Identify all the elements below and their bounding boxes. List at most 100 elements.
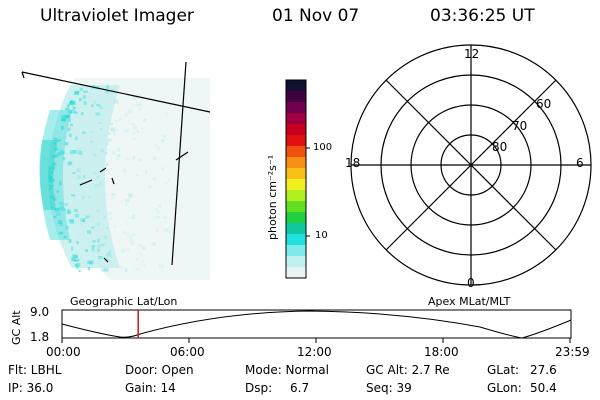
uv-speckle-dot [76,263,81,267]
uv-speckle-dot [99,243,104,247]
uv-speckle-dot [140,127,144,130]
uv-speckle-dot [101,268,107,272]
uv-speckle-dot [106,142,109,146]
geo-grid-lines [21,61,211,266]
uv-speckle-dot [138,158,142,161]
colorbar-swatch [286,91,306,103]
polar-label-6: 6 [576,156,584,170]
uv-speckle-dot [162,216,167,219]
uv-speckle-dot [96,175,99,179]
colorbar-swatch [286,212,306,224]
uv-speckle-dot [56,190,59,193]
uv-speckle-dot [97,187,100,191]
uv-speckle-dot [56,152,62,156]
uv-speckle-dot [82,95,87,99]
uv-speckle-dot [69,110,72,114]
uv-speckle-dot [87,230,92,234]
uv-speckle-dot [79,87,83,91]
uv-speckle-dot [126,222,130,225]
uv-speckle-dot [92,247,95,250]
uv-speckle-dot [77,148,82,152]
uv-speckle-dot [122,231,126,235]
uv-speckle-dot [98,122,102,124]
uv-speckle-dot [94,184,100,188]
uv-speckle-dot [152,156,157,161]
timeline-ticks [61,338,571,343]
colorbar-ticks [306,147,310,237]
info-gain: Gain: 14 [125,381,176,395]
uv-speckle-dot [53,137,57,141]
uv-speckle-dot [63,236,67,239]
uv-speckle-dot [87,267,90,271]
uv-speckle-dot [97,238,100,243]
uv-speckle-dot [123,168,127,173]
uv-speckle-dot [76,241,79,244]
timeline-xtick-2359: 23:59 [555,345,590,359]
uv-speckle-dot [114,99,119,104]
uv-speckle-dot [106,177,109,182]
colorbar-swatch [286,157,306,169]
uv-speckle-dot [48,174,51,178]
uv-speckle-dot [84,216,88,219]
uv-speckle-dot [148,186,152,189]
uv-speckle-dot [66,104,70,108]
uv-speckle-dot [156,146,161,151]
uv-speckle-dot [81,112,84,115]
uv-speckle-dot [76,266,79,270]
uv-speckle-dot [139,244,142,247]
uv-speckle-dot [97,248,100,252]
uv-speckle-dot [130,241,135,246]
polar-plot [350,44,592,286]
uv-speckle-dot [135,257,139,261]
timeline-xtick-1200: 12:00 [297,345,332,359]
timeline-xtick-0000: 00:00 [46,345,81,359]
uv-speckle-dot [74,208,78,212]
uv-speckle-dot [93,153,97,157]
uv-speckle-dot [64,142,69,146]
uv-speckle-dot [98,105,102,108]
uv-speckle-dot [110,127,116,132]
polar-ring-label-70: 70 [512,119,528,133]
uv-speckle-dot [124,268,128,272]
uv-speckle-dot [164,181,168,184]
uv-speckle-dot [92,240,96,243]
uv-speckle-dot [156,216,160,219]
uv-speckle-dot [72,254,77,258]
uv-speckle-dot [122,248,127,253]
timeline-xtick-1800: 18:00 [424,345,459,359]
uv-speckle-dot [127,109,131,114]
uv-speckle-dot [132,126,137,129]
uv-speckle-dot [121,249,125,254]
uv-speckle-dot [88,195,91,199]
colorbar-swatch [286,135,306,147]
uv-speckle-dot [96,210,100,213]
uv-speckle-dot [105,227,109,230]
colorbar-swatch [286,179,306,191]
uv-speckle-dot [105,163,109,166]
colorbar-swatch [286,190,306,202]
colorbar-swatch [286,201,306,213]
timeline-xtick-0600: 06:00 [170,345,205,359]
uv-speckle-dot [65,225,69,230]
uv-speckle-dot [61,208,66,212]
polar-diagonal-2 [385,79,557,251]
uv-speckle-dot [83,90,88,93]
time-label: 03:36:25 UT [430,6,535,26]
uv-speckle-dot [65,203,69,206]
uv-speckle-dot [108,250,112,253]
uv-speckle-dot [136,174,139,177]
uv-speckle-dot [95,185,101,190]
uv-speckle-dot [142,246,146,250]
uv-speckle-dot [161,167,165,170]
uv-speckle-dot [69,133,72,138]
uv-speckle-dot [61,115,66,118]
colorbar-swatch [286,124,306,136]
uv-speckle-dot [130,216,135,220]
uv-speckle-dot [85,249,88,252]
uv-speckle-dot [67,127,71,132]
uv-speckle-dot [76,168,81,173]
uv-speckle-dot [132,131,136,135]
colorbar-swatch [286,102,306,114]
polar-label-12: 12 [464,47,480,61]
